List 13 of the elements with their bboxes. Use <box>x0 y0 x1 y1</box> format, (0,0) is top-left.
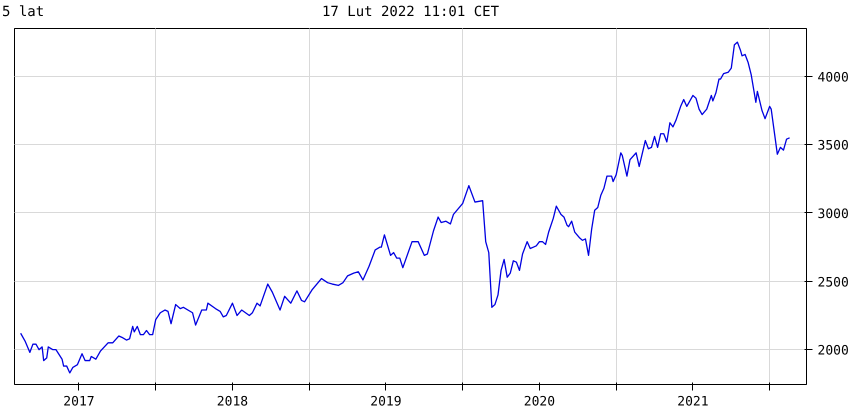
y-tick-label: 3000 <box>818 206 849 222</box>
y-tick-label: 2500 <box>818 275 849 290</box>
x-tick-label: 2021 <box>677 394 709 408</box>
chart-subtitle: 17 Lut 2022 11:01 CET <box>322 3 500 22</box>
y-tick-label: 3500 <box>818 138 849 154</box>
x-tick-label: 2019 <box>370 394 402 408</box>
x-tick-label: 2017 <box>63 394 95 408</box>
y-tick-label: 4000 <box>818 70 849 86</box>
line-series <box>20 42 790 374</box>
chart-title: 5 lat <box>2 3 44 22</box>
x-tick-label: 2018 <box>216 394 248 408</box>
y-tick-label: 2000 <box>818 344 849 359</box>
x-tick-label: 2020 <box>524 394 556 408</box>
